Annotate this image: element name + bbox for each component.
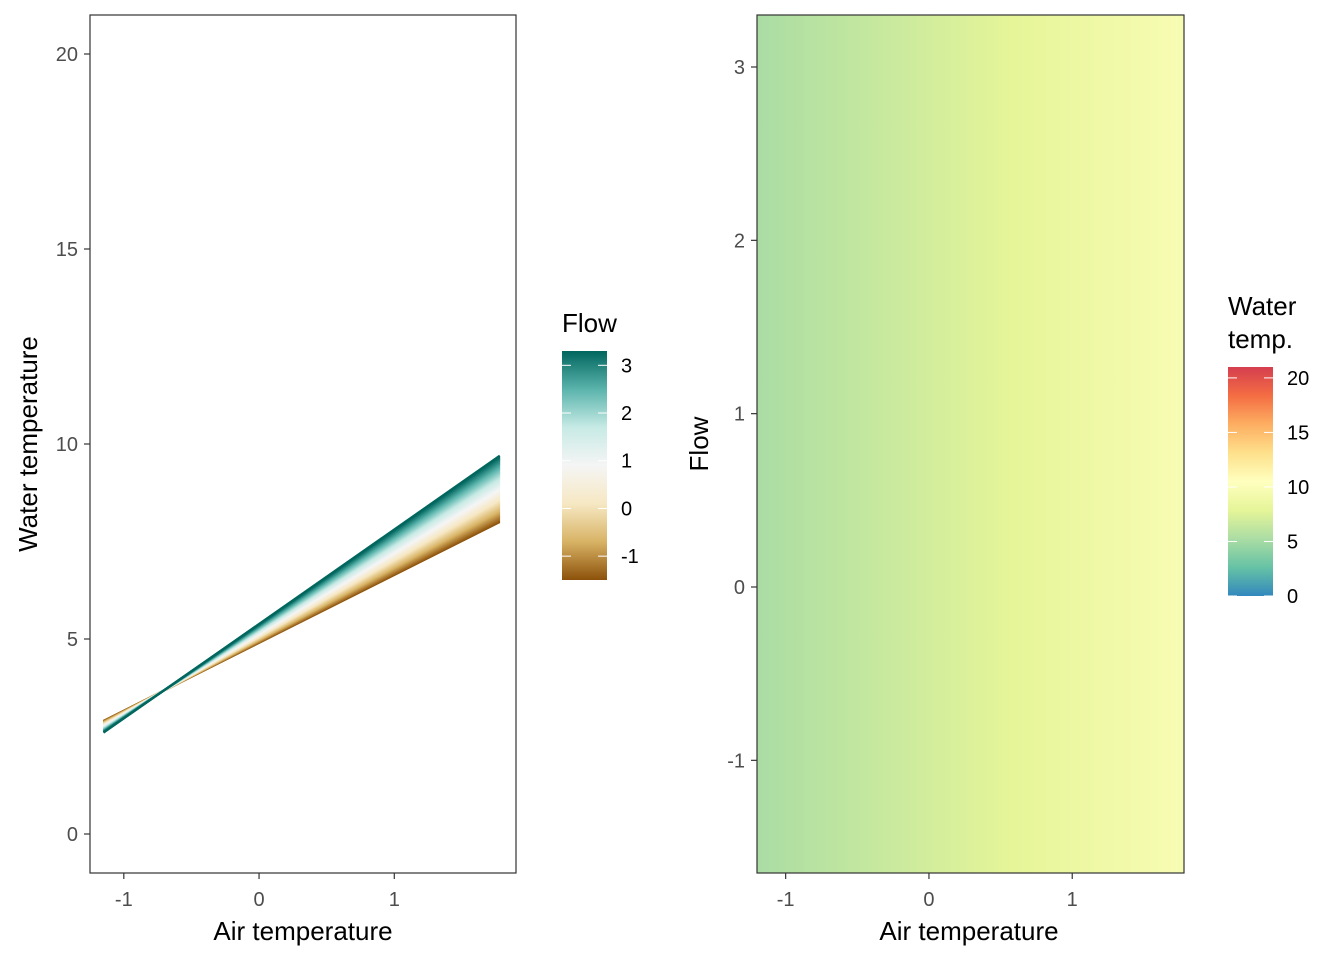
flow-legend-ticks: 3 2 1 0 -1 [562,355,639,568]
water-temp-legend-label: 0 [1287,586,1298,608]
flow-legend-label: -1 [621,546,639,568]
y-tick-label: 0 [67,824,78,846]
left-panel: -1 0 1 0 5 10 15 20 Air temperature Water temp… [13,14,517,946]
y-tick-label: 2 [734,230,745,252]
x-tick-label: 0 [253,889,264,911]
left-panel-border [89,14,517,874]
water-temp-colorbar [1228,367,1273,596]
flow-legend-label: 1 [621,451,632,473]
x-tick-label: 1 [389,889,400,911]
flow-line [102,454,501,734]
right-x-axis-title: Air temperature [879,916,1058,946]
right-y-axis-title: Flow [684,416,714,471]
right-panel: -1 0 1 -1 0 1 2 3 Air temperature Flow [684,14,1185,946]
right-x-ticks: -1 0 1 [777,873,1078,911]
flow-legend-label: 3 [621,355,632,377]
y-tick-label: -1 [727,750,745,772]
y-tick-label: 3 [734,57,745,79]
flow-band-group [102,454,501,734]
x-tick-label: 0 [923,889,934,911]
right-y-ticks: -1 0 1 2 3 [727,57,757,772]
x-tick-label: -1 [777,889,795,911]
left-y-axis-title: Water temperature [13,336,43,552]
flow-legend: Flow 3 2 1 0 -1 [562,308,639,580]
y-tick-label: 20 [56,44,78,66]
flow-legend-title: Flow [562,308,617,338]
water-temp-legend-ticks: 20 15 10 5 0 [1228,368,1309,608]
x-tick-label: -1 [115,889,133,911]
water-temp-legend-label: 10 [1287,477,1309,499]
x-tick-label: 1 [1067,889,1078,911]
water-temp-legend-title-line-1: Water [1228,291,1297,321]
left-x-axis-title: Air temperature [213,916,392,946]
water-temp-legend-label: 5 [1287,531,1298,553]
left-x-ticks: -1 0 1 [115,873,400,911]
flow-colorbar [562,351,607,580]
flow-legend-label: 0 [621,498,632,520]
y-tick-label: 0 [734,577,745,599]
y-tick-label: 1 [734,404,745,426]
right-panel-border [756,14,1185,874]
water-temp-legend-title-line-2: temp. [1228,324,1293,354]
water-temp-legend-label: 20 [1287,368,1309,390]
water-temp-legend: Water temp. 20 15 10 5 0 [1228,291,1309,608]
y-tick-label: 10 [56,434,78,456]
heatmap-fill [757,15,1184,873]
left-y-ticks: 0 5 10 15 20 [56,44,90,846]
water-temp-legend-label: 15 [1287,422,1309,444]
y-tick-label: 5 [67,629,78,651]
y-tick-label: 15 [56,239,78,261]
flow-legend-label: 2 [621,403,632,425]
